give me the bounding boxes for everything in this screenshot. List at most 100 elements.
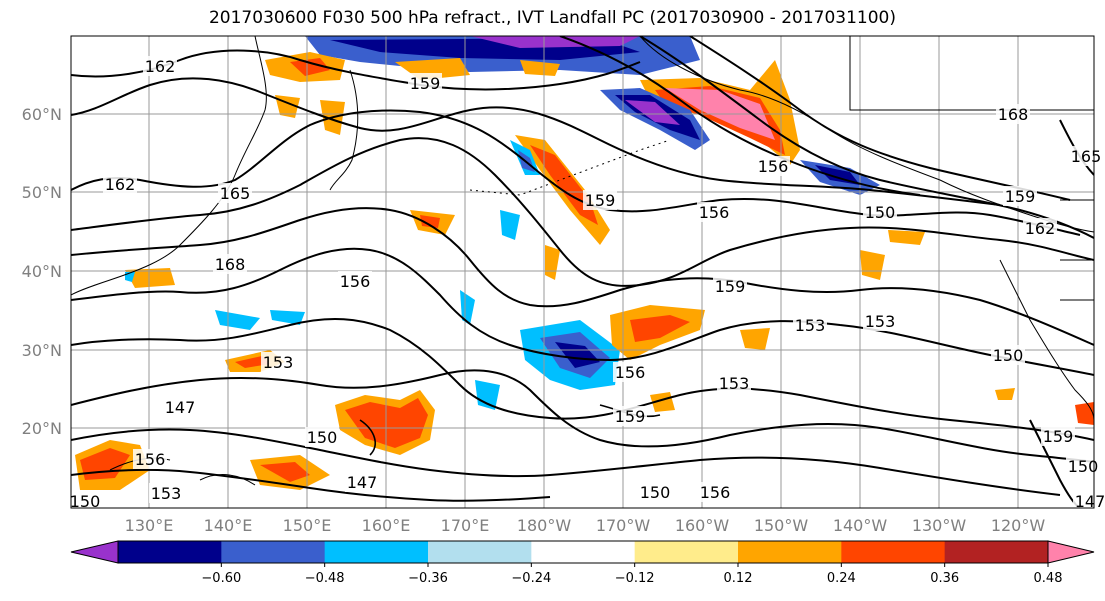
map-title: 2017030600 F030 500 hPa refract., IVT La… bbox=[208, 8, 896, 28]
contour-label: 156 bbox=[340, 272, 371, 291]
contour-label: 156 bbox=[135, 450, 166, 469]
colorbar-swatch bbox=[738, 541, 842, 563]
colorbar-swatch bbox=[841, 541, 946, 563]
colorbar-label: 0.24 bbox=[827, 571, 856, 586]
longitude-label: 120°W bbox=[991, 516, 1046, 535]
contour-label: 150 bbox=[307, 428, 338, 447]
contour-label: 165 bbox=[220, 184, 251, 203]
contour-label: 147 bbox=[165, 398, 196, 417]
contour-line bbox=[71, 369, 1094, 463]
contour-label: 150 bbox=[993, 346, 1024, 365]
contour-line bbox=[71, 109, 1081, 236]
shade-region bbox=[475, 380, 500, 410]
contour-label: 153 bbox=[865, 312, 896, 331]
latitude-label: 40°N bbox=[22, 262, 62, 281]
contour-label-bg bbox=[698, 482, 732, 502]
map-frame bbox=[70, 35, 1095, 509]
contour-line bbox=[71, 468, 551, 502]
contour-label: 159 bbox=[615, 407, 646, 426]
latitude-label: 50°N bbox=[22, 183, 62, 202]
latitude-labels: 60°N 50°N 40°N 30°N 20°N bbox=[22, 105, 62, 438]
shade-region bbox=[125, 268, 175, 288]
contour-label-bg bbox=[213, 254, 247, 274]
shade-region bbox=[260, 462, 310, 482]
contour-label: 162 bbox=[145, 57, 176, 76]
contour-label-bg bbox=[638, 482, 672, 502]
contour-label-bg bbox=[1073, 491, 1105, 511]
coastline bbox=[469, 139, 671, 196]
longitude-label: 130°E bbox=[125, 516, 174, 535]
shade-region bbox=[520, 60, 560, 76]
contour-label-bg bbox=[1003, 186, 1037, 206]
coastline bbox=[1060, 259, 1094, 301]
contour-label: 150 bbox=[865, 203, 896, 222]
shade-region bbox=[290, 58, 330, 76]
longitude-label: 150°E bbox=[283, 516, 332, 535]
colorbar-label: −0.60 bbox=[201, 571, 241, 586]
graticule bbox=[71, 36, 1094, 508]
contour-label: 153 bbox=[719, 374, 750, 393]
colorbar-label: −0.24 bbox=[511, 571, 551, 586]
coastline bbox=[849, 36, 1094, 111]
contour-label-bg bbox=[261, 352, 295, 372]
longitude-label: 160°E bbox=[362, 516, 411, 535]
contour-label-bg bbox=[697, 202, 731, 222]
longitude-label: 140°E bbox=[204, 516, 253, 535]
longitude-label: 140°W bbox=[833, 516, 888, 535]
coastline bbox=[329, 69, 359, 191]
shade-region bbox=[420, 215, 440, 228]
contour-label-bg bbox=[1041, 426, 1075, 446]
longitude-label: 170°E bbox=[441, 516, 490, 535]
latitude-label: 30°N bbox=[22, 341, 62, 360]
shade-region bbox=[545, 245, 560, 280]
contour-label-bg bbox=[338, 271, 372, 291]
colorbar-label: −0.48 bbox=[305, 571, 345, 586]
contour-label: 153 bbox=[151, 484, 182, 503]
colorbar-swatch bbox=[118, 541, 222, 563]
contour-labels: 162 159 162 165 168 156 153 153 147 150 147 159 156 1… bbox=[68, 56, 1105, 511]
contour-line bbox=[71, 207, 1094, 346]
colorbar-label: 0.48 bbox=[1034, 571, 1063, 586]
shade-region bbox=[1075, 402, 1094, 425]
contour-label: 159 bbox=[1005, 187, 1036, 206]
contour-label: 153 bbox=[795, 316, 826, 335]
shade-region bbox=[270, 310, 305, 325]
colorbar-outline bbox=[117, 540, 1049, 564]
longitude-label: 160°W bbox=[675, 516, 730, 535]
contour-label-bg bbox=[163, 397, 197, 417]
colorbar-swatch bbox=[634, 541, 739, 563]
longitude-label: 180°W bbox=[517, 516, 572, 535]
contour-label-bg bbox=[713, 276, 747, 296]
contour-label-bg bbox=[305, 427, 339, 447]
contour-label-bg bbox=[1066, 456, 1100, 476]
longitude-labels: 130°E 140°E 150°E 160°E 170°E 180°W 170°W 160°W… bbox=[125, 516, 1046, 535]
coastline bbox=[199, 474, 256, 486]
colorbar-label: 0.12 bbox=[724, 571, 753, 586]
colorbar-label: −0.12 bbox=[615, 571, 655, 586]
contour-label: 150 bbox=[640, 483, 671, 502]
contour-label-bg bbox=[793, 315, 827, 335]
contour-label-bg bbox=[143, 56, 177, 76]
contour-label-bg bbox=[133, 449, 167, 469]
contour-label-bg bbox=[863, 202, 897, 222]
contour-label: 168 bbox=[215, 255, 246, 274]
contour-label: 162 bbox=[105, 175, 136, 194]
contour-label: 159 bbox=[1043, 427, 1074, 446]
contour-label-bg bbox=[408, 73, 442, 93]
latitude-label: 20°N bbox=[22, 419, 62, 438]
contour-label: 153 bbox=[263, 353, 294, 372]
contour-label-bg bbox=[345, 472, 379, 492]
contour-line bbox=[71, 318, 1094, 441]
contour-label: 150 bbox=[1068, 457, 1099, 476]
contour-label: 162 bbox=[1025, 219, 1056, 238]
contour-label: 165 bbox=[1071, 147, 1102, 166]
contour-label-bg bbox=[583, 190, 617, 210]
shade-region bbox=[740, 328, 770, 350]
colorbar-label: 0.36 bbox=[930, 571, 959, 586]
longitude-label: 150°W bbox=[754, 516, 809, 535]
contour-label-bg bbox=[756, 156, 790, 176]
contour-label-bg bbox=[218, 183, 252, 203]
contour-label-bg bbox=[991, 345, 1025, 365]
contour-label: 156 bbox=[700, 483, 731, 502]
coastline bbox=[999, 259, 1094, 421]
